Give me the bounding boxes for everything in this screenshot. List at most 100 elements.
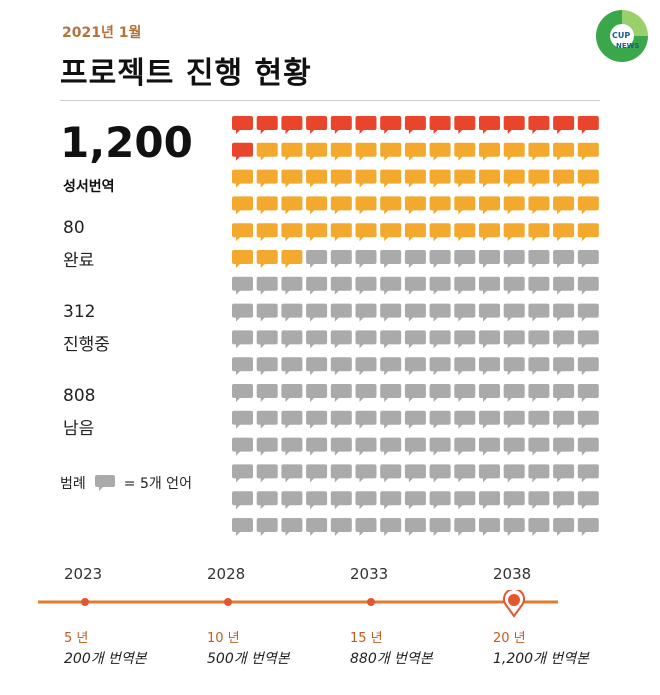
waffle-icon-진행중: [404, 142, 426, 161]
waffle-icon-진행중: [330, 169, 352, 188]
waffle-icon-남음: [577, 330, 599, 349]
waffle-icon-남음: [380, 276, 402, 295]
waffle-icon-남음: [256, 491, 278, 510]
waffle-icon-남음: [503, 518, 525, 536]
waffle-icon-남음: [306, 303, 328, 322]
waffle-icon-남음: [528, 491, 550, 510]
waffle-icon-남음: [232, 410, 253, 429]
waffle-icon-진행중: [306, 169, 328, 188]
waffle-icon-남음: [528, 330, 550, 349]
waffle-icon-완료: [553, 116, 575, 134]
waffle-icon-진행중: [528, 142, 550, 161]
timeline-marker-2: [224, 598, 232, 606]
waffle-icon-진행중: [306, 196, 328, 215]
waffle-icon-남음: [553, 518, 575, 536]
completed-value: 80: [63, 218, 85, 238]
waffle-icon-남음: [528, 276, 550, 295]
waffle-icon-남음: [404, 437, 426, 456]
waffle-icon-남음: [232, 276, 253, 295]
waffle-icon-남음: [232, 437, 253, 456]
waffle-icon-진행중: [355, 196, 377, 215]
waffle-icon-진행중: [479, 196, 500, 215]
waffle-icon-진행중: [503, 196, 525, 215]
waffle-icon-진행중: [380, 142, 402, 161]
waffle-icon-남음: [429, 357, 451, 376]
waffle-icon-남음: [330, 437, 352, 456]
waffle-icon-남음: [330, 330, 352, 349]
waffle-icon-진행중: [429, 196, 451, 215]
timeline-track: [38, 590, 558, 618]
waffle-icon-남음: [454, 330, 476, 349]
waffle-icon-남음: [306, 384, 328, 402]
waffle-icon-완료: [454, 116, 476, 134]
waffle-icon-남음: [503, 303, 525, 322]
timeline-step-3: 15 년: [350, 631, 383, 646]
timeline-step-2: 10 년: [207, 631, 240, 646]
waffle-icon-진행중: [281, 196, 303, 215]
waffle-icon-남음: [404, 276, 426, 295]
waffle-icon-남음: [256, 464, 278, 483]
waffle-icon-진행중: [330, 142, 352, 161]
logo-top-text: CUP: [612, 31, 630, 40]
waffle-icon-진행중: [380, 169, 402, 188]
waffle-icon-진행중: [232, 223, 253, 242]
waffle-icon-남음: [232, 330, 253, 349]
waffle-icon-남음: [528, 250, 550, 268]
waffle-icon-남음: [404, 384, 426, 402]
waffle-icon-남음: [355, 357, 377, 376]
timeline-count-1: 200개 번역본: [64, 651, 147, 667]
waffle-icon-완료: [429, 116, 451, 134]
waffle-icon-완료: [528, 116, 550, 134]
waffle-icon-남음: [503, 410, 525, 429]
waffle-icon-진행중: [503, 142, 525, 161]
waffle-icon-진행중: [553, 142, 575, 161]
waffle-chart: [232, 116, 599, 536]
timeline-goal-marker: [503, 590, 525, 618]
waffle-icon-남음: [330, 464, 352, 483]
waffle-icon-남음: [256, 276, 278, 295]
waffle-icon-진행중: [380, 223, 402, 242]
waffle-icon-남음: [232, 303, 253, 322]
waffle-icon-남음: [528, 518, 550, 536]
waffle-icon-진행중: [306, 223, 328, 242]
waffle-icon-남음: [479, 437, 500, 456]
waffle-icon-남음: [503, 330, 525, 349]
legend: 범례 = 5개 언어: [60, 473, 192, 493]
waffle-icon-남음: [306, 357, 328, 376]
waffle-icon-진행중: [429, 223, 451, 242]
waffle-icon-남음: [232, 464, 253, 483]
waffle-icon-남음: [380, 410, 402, 429]
waffle-icon-남음: [553, 437, 575, 456]
waffle-icon-남음: [281, 384, 303, 402]
waffle-icon-남음: [553, 303, 575, 322]
waffle-icon-진행중: [380, 196, 402, 215]
waffle-icon-남음: [577, 491, 599, 510]
waffle-icon-남음: [429, 276, 451, 295]
waffle-icon-진행중: [281, 250, 303, 268]
waffle-icon-진행중: [577, 196, 599, 215]
waffle-icon-남음: [577, 303, 599, 322]
waffle-icon-남음: [380, 330, 402, 349]
waffle-icon-남음: [553, 491, 575, 510]
waffle-icon-남음: [479, 518, 500, 536]
remaining-value: 808: [63, 386, 96, 406]
waffle-icon-남음: [330, 518, 352, 536]
waffle-icon-남음: [528, 303, 550, 322]
waffle-icon-남음: [429, 330, 451, 349]
waffle-icon-남음: [355, 518, 377, 536]
waffle-icon-남음: [577, 437, 599, 456]
waffle-icon-완료: [380, 116, 402, 134]
waffle-icon-남음: [577, 464, 599, 483]
waffle-icon-남음: [429, 464, 451, 483]
waffle-icon-완료: [355, 116, 377, 134]
waffle-icon-남음: [454, 491, 476, 510]
waffle-icon-남음: [306, 250, 328, 268]
waffle-icon-남음: [479, 250, 500, 268]
waffle-icon-남음: [553, 384, 575, 402]
timeline-count-3: 880개 번역본: [350, 651, 433, 667]
waffle-icon-남음: [256, 384, 278, 402]
waffle-icon-진행중: [454, 142, 476, 161]
waffle-icon-남음: [306, 518, 328, 536]
timeline-year-1: 2023: [64, 565, 103, 583]
waffle-icon-남음: [503, 437, 525, 456]
